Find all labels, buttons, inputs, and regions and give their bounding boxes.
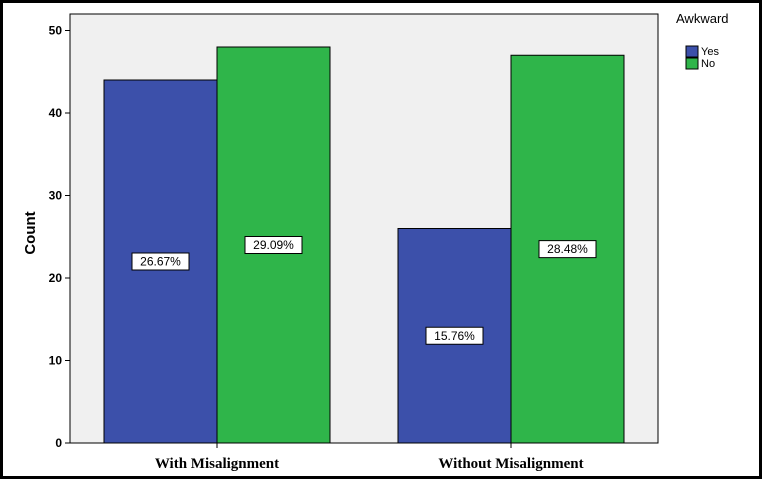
y-tick-label: 20 xyxy=(49,271,63,285)
y-tick-label: 0 xyxy=(55,436,62,450)
bars-layer: 26.67% 29.09% 15.76% 28.48% xyxy=(103,46,625,444)
x-tick-label: With Misalignment xyxy=(155,456,279,472)
y-axis-label: Count xyxy=(22,211,39,254)
legend-title: Awkward xyxy=(676,11,729,26)
legend-swatch-no xyxy=(685,57,699,70)
x-tick-label: Without Misalignment xyxy=(438,456,583,472)
legend-label-yes: Yes xyxy=(701,46,719,58)
x-axis: With Misalignment Without Misalignment xyxy=(155,443,584,472)
data-label-box xyxy=(131,252,190,271)
legend-label-no: No xyxy=(701,58,715,70)
data-label-box xyxy=(425,326,484,345)
legend-swatch-yes xyxy=(685,45,699,58)
y-tick-label: 10 xyxy=(49,354,63,368)
y-tick-label: 40 xyxy=(49,106,63,120)
y-tick-label: 30 xyxy=(49,189,63,203)
data-label-box xyxy=(538,240,597,259)
data-label: 29.09% xyxy=(253,238,294,252)
bar-chart: 26.67% 29.09% 15.76% 28.48% 0 10 20 30 40 50 Wit… xyxy=(22,11,729,472)
y-tick-label: 50 xyxy=(49,24,63,38)
data-label: 15.76% xyxy=(434,329,475,343)
data-label: 28.48% xyxy=(547,242,588,256)
data-label: 26.67% xyxy=(140,255,181,269)
y-axis: 0 10 20 30 40 50 xyxy=(49,24,70,450)
data-label-box xyxy=(244,236,303,254)
